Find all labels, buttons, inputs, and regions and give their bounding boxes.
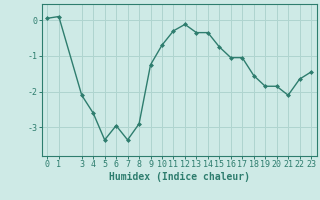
X-axis label: Humidex (Indice chaleur): Humidex (Indice chaleur) bbox=[109, 172, 250, 182]
